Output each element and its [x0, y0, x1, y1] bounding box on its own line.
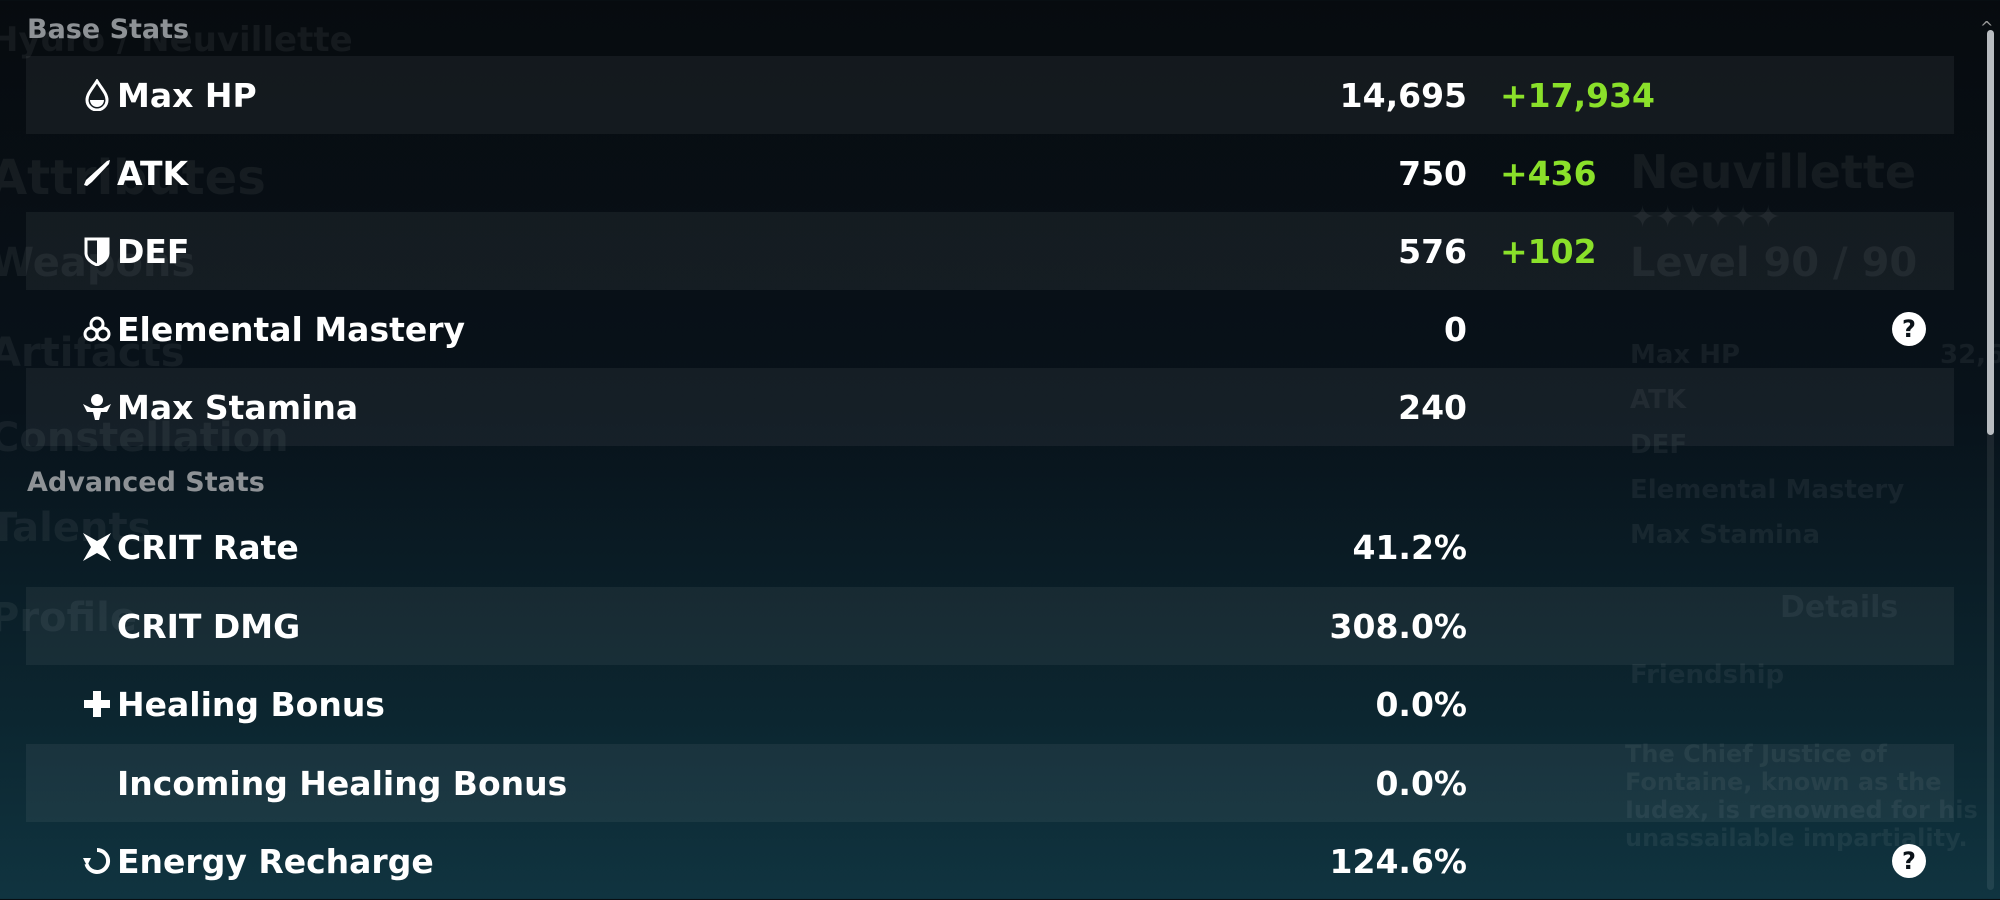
- breadcrumb: Hydro / Neuvillette: [0, 20, 353, 60]
- stat-label: Elemental Mastery: [117, 309, 466, 349]
- summary-stat: DEF: [1630, 430, 1688, 460]
- cross-icon: [78, 685, 116, 723]
- stat-row-crit-rate: CRIT Rate 41.2%: [26, 508, 1954, 586]
- stat-value: 308.0%: [1329, 606, 1467, 646]
- stat-row-energy-recharge: Energy Recharge 124.6% ?: [26, 822, 1954, 900]
- stat-value: 14,695: [1339, 75, 1467, 115]
- stat-label: CRIT Rate: [117, 527, 299, 567]
- stat-value: 124.6%: [1329, 841, 1467, 881]
- stat-value: 576: [1398, 231, 1467, 271]
- advanced-stats-heading: Advanced Stats: [27, 467, 265, 498]
- stamina-icon: [78, 388, 116, 426]
- stat-bonus: +102: [1500, 231, 1597, 271]
- stat-row-healing-bonus: Healing Bonus 0.0%: [26, 665, 1954, 743]
- stat-label: Max Stamina: [117, 387, 359, 427]
- stat-row-max-hp: Max HP 14,695 +17,934: [26, 56, 1954, 134]
- stat-row-max-stamina: Max Stamina 240: [26, 368, 1954, 446]
- character-name: Neuvillette: [1630, 145, 1917, 199]
- stat-label: Max HP: [117, 75, 257, 115]
- stat-value: 0.0%: [1375, 763, 1467, 803]
- summary-stat: Max HP: [1630, 340, 1741, 370]
- nav-artifacts[interactable]: Artifacts: [0, 330, 185, 376]
- summary-stat: Max Stamina: [1630, 520, 1820, 550]
- hp-drop-icon: [78, 76, 116, 114]
- friendship-label: Friendship: [1630, 660, 1785, 690]
- nav-profile[interactable]: Profile: [0, 595, 138, 641]
- shield-icon: [78, 232, 116, 270]
- stat-row-def: DEF 576 +102: [26, 212, 1954, 290]
- scrollbar-thumb[interactable]: [1987, 30, 1994, 435]
- sword-icon: [78, 154, 116, 192]
- summary-stat: Elemental Mastery: [1630, 475, 1905, 505]
- stat-row-crit-dmg: CRIT DMG 308.0%: [26, 587, 1954, 665]
- nav-talents[interactable]: Talents: [0, 505, 152, 551]
- stat-row-atk: ATK 750 +436: [26, 134, 1954, 212]
- character-level: Level 90 / 90: [1630, 240, 1918, 286]
- character-description: The Chief Justice of Fontaine, known as …: [1625, 740, 1978, 852]
- stat-label: CRIT DMG: [117, 606, 301, 646]
- crit-star-icon: [78, 528, 116, 566]
- stat-bonus: +436: [1500, 153, 1597, 193]
- stat-label: Energy Recharge: [117, 841, 434, 881]
- stat-label: Healing Bonus: [117, 684, 385, 724]
- summary-stat: ATK: [1630, 385, 1686, 415]
- stat-label: ATK: [117, 153, 189, 193]
- stat-value: 41.2%: [1352, 527, 1468, 567]
- recharge-icon: [78, 842, 116, 880]
- base-stats-heading: Base Stats: [27, 14, 190, 45]
- stat-value: 750: [1398, 153, 1467, 193]
- stat-row-elemental-mastery: Elemental Mastery 0 ?: [26, 290, 1954, 368]
- stat-value: 0: [1444, 309, 1467, 349]
- mastery-icon: [78, 310, 116, 348]
- help-icon[interactable]: ?: [1892, 844, 1926, 878]
- stat-value: 0.0%: [1375, 684, 1467, 724]
- nav-attributes[interactable]: Attributes: [0, 150, 266, 206]
- stat-value: 240: [1398, 387, 1467, 427]
- rarity-stars-icon: ✦✦✦✦✦✦: [1630, 200, 1781, 235]
- scrollbar-track[interactable]: [1987, 60, 1994, 890]
- stat-label: DEF: [117, 231, 190, 271]
- stat-label: Incoming Healing Bonus: [117, 763, 568, 803]
- stat-row-incoming-healing-bonus: Incoming Healing Bonus 0.0%: [26, 744, 1954, 822]
- nav-constellation[interactable]: Constellation: [0, 415, 289, 461]
- help-icon[interactable]: ?: [1892, 312, 1926, 346]
- stat-bonus: +17,934: [1500, 75, 1655, 115]
- details-button[interactable]: Details: [1780, 590, 1899, 625]
